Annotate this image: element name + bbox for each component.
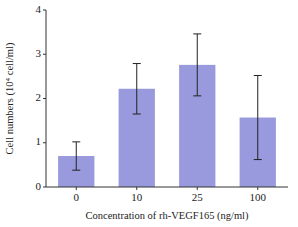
y-tick-label: 1	[36, 135, 42, 147]
y-tick	[43, 187, 46, 188]
y-tick-label: 0	[36, 180, 42, 192]
x-tick-label: 10	[131, 191, 143, 203]
x-tick	[197, 187, 198, 190]
x-tick-label: 25	[192, 191, 204, 203]
x-tick-label: 0	[74, 191, 80, 203]
y-axis-label: Cell numbers (10⁴ cell/ml)	[4, 42, 16, 154]
y-tick-label: 3	[36, 47, 42, 59]
plot-area	[58, 34, 276, 187]
y-tick	[43, 10, 46, 11]
error-bar	[133, 64, 141, 114]
y-tick-label: 4	[36, 3, 42, 15]
x-tick-label: 100	[250, 191, 267, 203]
x-axis-label: Concentration of rh-VEGF165 (ng/ml)	[85, 210, 249, 222]
x-tick	[257, 187, 258, 190]
y-tick-label: 2	[36, 91, 42, 103]
y-tick	[43, 98, 46, 99]
x-tick	[76, 187, 77, 190]
error-bar	[254, 75, 262, 159]
error-bar	[72, 142, 80, 170]
x-axis-line	[46, 187, 288, 188]
error-bar	[193, 34, 201, 96]
y-tick	[43, 142, 46, 143]
chart: 0 1 2 3 4 0 10 25 100Concentration of rh-VEGF165…	[0, 0, 298, 227]
y-tick	[43, 54, 46, 55]
x-tick	[136, 187, 137, 190]
